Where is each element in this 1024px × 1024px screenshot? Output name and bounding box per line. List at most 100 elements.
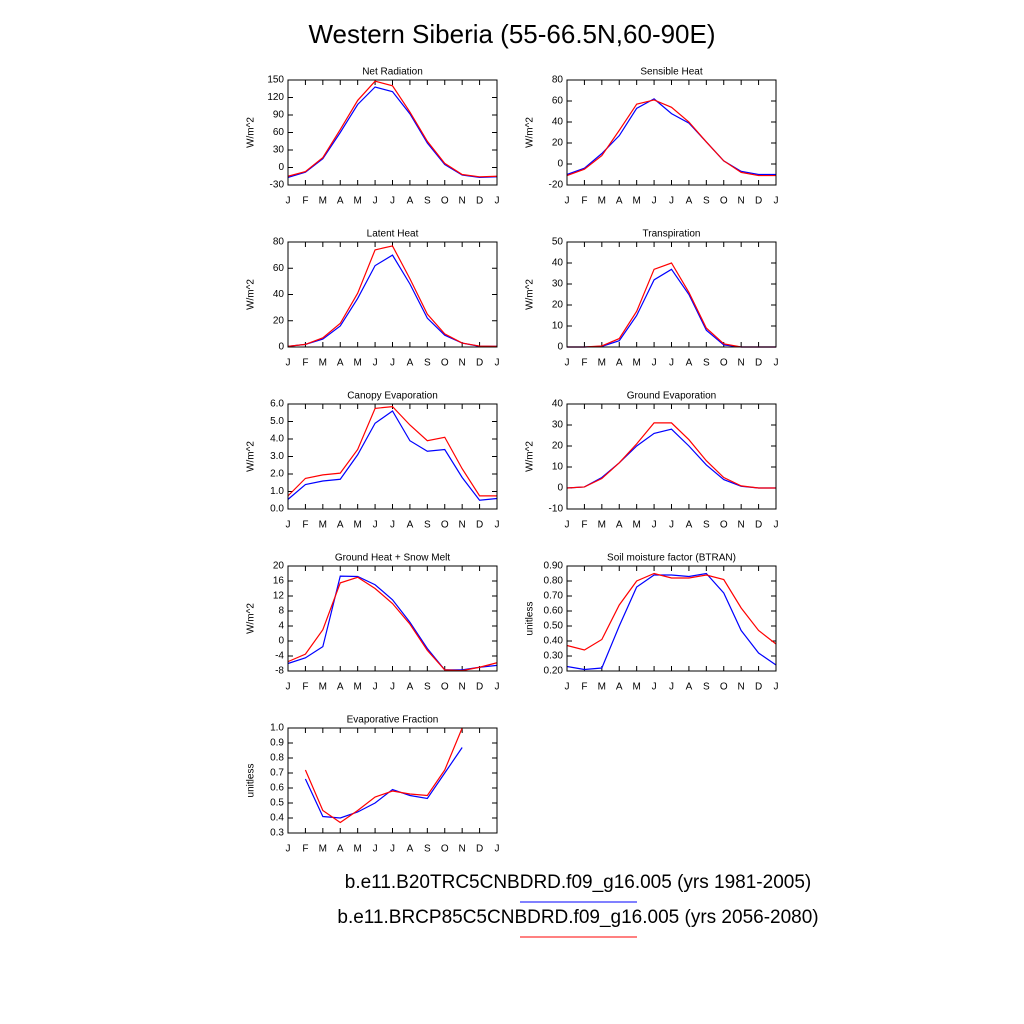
x-tick-label: N: [738, 196, 745, 207]
y-axis-label: W/m^2: [246, 117, 257, 148]
x-tick-label: N: [738, 682, 745, 693]
y-tick-label: 80: [273, 237, 285, 248]
x-tick-label: J: [495, 844, 500, 855]
x-tick-label: M: [632, 682, 640, 693]
y-axis-label: W/m^2: [525, 117, 536, 148]
data-line: [566, 572, 777, 671]
x-tick-label: D: [755, 196, 762, 207]
y-tick-label: 4.0: [270, 434, 284, 445]
y-tick-label: 0.9: [270, 738, 284, 749]
y-axis-label: W/m^2: [525, 279, 536, 310]
x-tick-label: J: [652, 358, 657, 369]
x-tick-label: F: [302, 358, 308, 369]
x-tick-label: M: [632, 520, 640, 531]
plot-frame: [287, 79, 498, 186]
x-tick-label: A: [616, 682, 623, 693]
y-tick-label: 60: [273, 263, 285, 274]
x-tick-label: J: [373, 358, 378, 369]
y-tick-label: 0: [278, 162, 284, 173]
data-line: [566, 428, 776, 489]
y-tick-label: 0: [278, 342, 284, 353]
y-tick-label: 10: [552, 462, 564, 473]
y-tick-label: 60: [273, 127, 285, 138]
data-line: [567, 262, 776, 348]
x-tick-label: J: [373, 844, 378, 855]
x-tick-label: S: [703, 358, 710, 369]
x-tick-label: A: [407, 682, 414, 693]
y-tick-label: 5.0: [270, 416, 284, 427]
x-tick-label: F: [302, 520, 308, 531]
x-tick-label: M: [353, 196, 361, 207]
y-axis-label: W/m^2: [525, 441, 536, 472]
x-tick-label: S: [424, 196, 431, 207]
data-line: [287, 245, 498, 347]
x-tick-label: A: [686, 358, 693, 369]
x-tick-label: F: [302, 196, 308, 207]
x-tick-label: A: [686, 520, 693, 531]
x-tick-label: A: [337, 682, 344, 693]
x-tick-label: J: [373, 520, 378, 531]
y-axis-label: W/m^2: [246, 603, 257, 634]
x-tick-label: M: [598, 520, 606, 531]
x-tick-label: D: [476, 682, 483, 693]
y-tick-label: 0: [557, 159, 563, 170]
y-tick-label: 20: [273, 561, 285, 572]
y-tick-label: 0.4: [270, 813, 284, 824]
panel-title: Latent Heat: [367, 229, 419, 240]
y-tick-label: 30: [552, 420, 564, 431]
plot-frame: [287, 727, 498, 834]
x-tick-label: J: [495, 196, 500, 207]
x-tick-label: J: [390, 520, 395, 531]
data-line: [287, 410, 498, 501]
x-tick-label: S: [703, 682, 710, 693]
x-tick-label: A: [337, 844, 344, 855]
x-tick-label: J: [373, 196, 378, 207]
x-tick-label: O: [720, 520, 728, 531]
x-tick-label: S: [703, 196, 710, 207]
x-tick-label: F: [581, 682, 587, 693]
x-tick-label: J: [286, 358, 291, 369]
x-tick-label: J: [390, 682, 395, 693]
y-tick-label: 6.0: [270, 399, 284, 410]
x-tick-label: S: [424, 358, 431, 369]
x-tick-label: O: [720, 196, 728, 207]
x-tick-label: J: [565, 196, 570, 207]
x-tick-label: M: [353, 844, 361, 855]
data-line: [287, 575, 498, 671]
y-tick-label: 16: [273, 576, 285, 587]
y-axis-label: W/m^2: [246, 441, 257, 472]
x-tick-label: M: [319, 196, 327, 207]
x-tick-label: J: [652, 520, 657, 531]
plot-frame: [287, 565, 498, 672]
y-tick-label: 3.0: [270, 451, 284, 462]
x-tick-label: J: [565, 682, 570, 693]
data-line: [566, 422, 776, 489]
y-tick-label: 0.5: [270, 798, 284, 809]
data-line: [287, 80, 498, 178]
x-tick-label: N: [459, 844, 466, 855]
x-tick-label: J: [390, 358, 395, 369]
x-tick-label: O: [441, 520, 449, 531]
plot-frame: [287, 403, 498, 510]
x-tick-label: M: [598, 358, 606, 369]
x-tick-label: O: [441, 844, 449, 855]
x-tick-label: J: [495, 520, 500, 531]
y-tick-label: 0.20: [544, 666, 564, 677]
x-tick-label: S: [424, 682, 431, 693]
x-tick-label: J: [774, 682, 779, 693]
plot-frame: [566, 79, 777, 186]
y-tick-label: 0: [278, 636, 284, 647]
x-tick-label: J: [373, 682, 378, 693]
y-tick-label: 0.70: [544, 591, 564, 602]
x-tick-label: A: [407, 196, 414, 207]
x-tick-label: D: [476, 196, 483, 207]
data-line: [287, 254, 497, 347]
panel-title: Net Radiation: [362, 67, 423, 78]
x-tick-label: N: [459, 358, 466, 369]
data-line: [304, 747, 463, 819]
data-line: [304, 727, 463, 824]
x-tick-label: A: [616, 358, 623, 369]
y-tick-label: -8: [275, 666, 284, 677]
x-tick-label: J: [774, 520, 779, 531]
